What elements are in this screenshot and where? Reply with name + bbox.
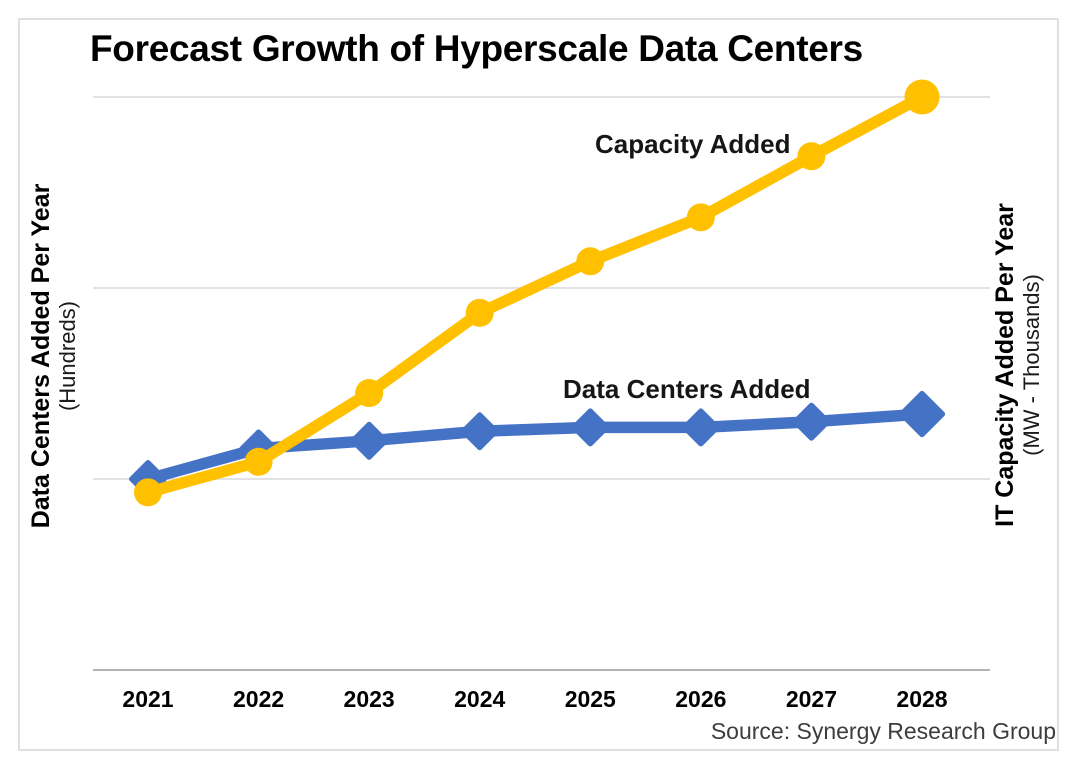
data-point-marker: [134, 478, 162, 507]
series-line-capacity-added: [142, 91, 928, 499]
data-point-marker: [355, 379, 384, 408]
x-tick-label: 2024: [454, 686, 505, 712]
x-tick-label: 2028: [896, 686, 947, 712]
data-point-marker: [797, 142, 826, 171]
x-tick-label: 2021: [122, 686, 173, 712]
x-tick-label: 2025: [565, 686, 616, 712]
data-point-marker: [681, 408, 720, 447]
data-point-marker: [792, 402, 831, 441]
data-point-marker: [350, 421, 389, 460]
data-point-marker: [576, 247, 605, 276]
data-point-marker: [244, 447, 273, 476]
left-y-axis-title: Data Centers Added Per Year (Hundreds): [27, 183, 80, 529]
left-y-axis-title-units: (Hundreds): [54, 300, 80, 412]
series-label-data-centers-added: Data Centers Added: [563, 374, 811, 404]
right-y-axis-title-main: IT Capacity Added Per Year: [991, 203, 1020, 527]
data-point-marker: [571, 408, 610, 447]
data-point-marker: [465, 298, 494, 327]
data-point-marker: [460, 412, 499, 451]
x-tick-label: 2026: [675, 686, 726, 712]
source-attribution: Source: Synergy Research Group: [710, 718, 1056, 744]
data-point-marker: [904, 79, 940, 115]
data-point-marker: [898, 390, 946, 438]
x-tick-label: 2023: [344, 686, 395, 712]
right-y-axis-title: IT Capacity Added Per Year (MW - Thousan…: [991, 203, 1044, 527]
right-y-axis-title-units: (MW - Thousands): [1018, 274, 1044, 456]
data-point-marker: [686, 203, 715, 232]
x-tick-label: 2027: [786, 686, 837, 712]
series-label-capacity-added: Capacity Added: [595, 129, 791, 159]
chart-frame: [18, 18, 1059, 751]
left-y-axis-title-main: Data Centers Added Per Year: [27, 183, 56, 529]
x-tick-label: 2022: [233, 686, 284, 712]
chart-title: Forecast Growth of Hyperscale Data Cente…: [90, 28, 863, 69]
